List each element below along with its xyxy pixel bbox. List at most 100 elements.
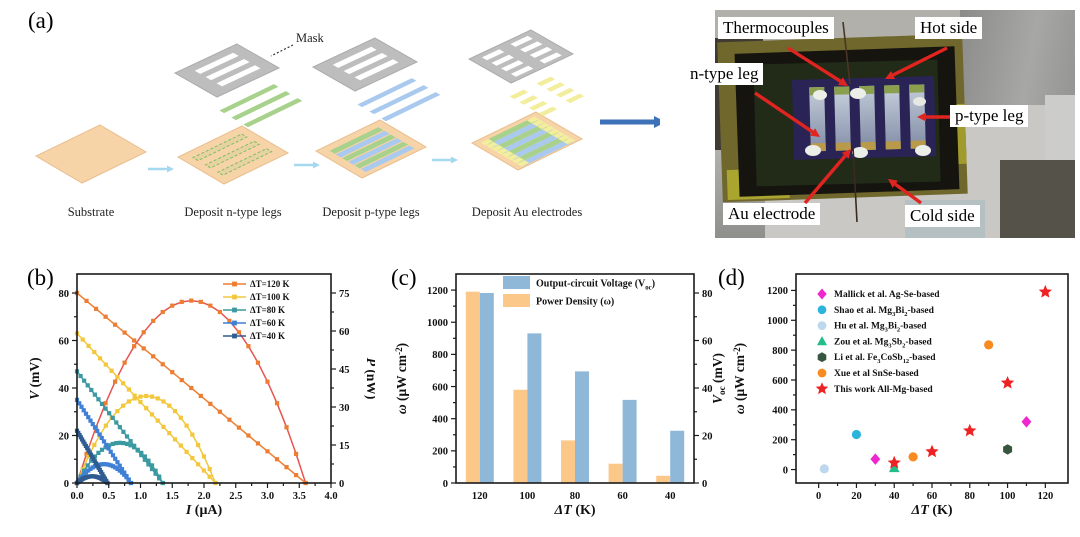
svg-text:600: 600 <box>772 376 788 387</box>
svg-text:I (μA): I (μA) <box>185 503 223 518</box>
svg-text:3.0: 3.0 <box>261 491 274 502</box>
metal-right <box>1045 95 1075 170</box>
svg-text:Power Density (ω): Power Density (ω) <box>536 297 614 308</box>
svg-text:Xue et al SnSe-based: Xue et al SnSe-based <box>834 369 919 379</box>
svg-text:40: 40 <box>702 384 713 395</box>
svg-text:ΔT=100 K: ΔT=100 K <box>250 292 290 302</box>
svg-text:800: 800 <box>772 346 788 357</box>
svg-text:0: 0 <box>64 479 69 490</box>
svg-text:120: 120 <box>1037 491 1053 502</box>
leg-pad <box>885 141 901 150</box>
svg-text:20: 20 <box>851 491 862 502</box>
svg-text:ΔT (K): ΔT (K) <box>910 503 952 518</box>
svg-text:P (nW): P (nW) <box>364 358 375 400</box>
solder-blob <box>850 88 866 99</box>
schematic-steps <box>34 29 660 185</box>
svg-text:2.5: 2.5 <box>229 491 242 502</box>
svg-text:1000: 1000 <box>767 316 788 327</box>
mask-label: Mask <box>296 31 325 45</box>
svg-text:1000: 1000 <box>427 318 448 329</box>
svg-text:100: 100 <box>520 491 536 502</box>
solder-blob <box>813 90 827 100</box>
caption-p-type-legs: Deposit p-type legs <box>322 205 420 219</box>
label-au-electrode: Au electrode <box>723 203 821 226</box>
label-cold-side: Cold side <box>905 205 980 228</box>
te-leg <box>884 85 901 150</box>
solder-blob <box>852 147 868 158</box>
svg-text:0.5: 0.5 <box>102 491 115 502</box>
voltage-power-bar-chart: 120 100 80 60 400200400600800100012000204060… <box>394 273 713 518</box>
caption-au-electrodes: Deposit Au electrodes <box>471 205 583 219</box>
te-leg <box>834 86 851 151</box>
svg-text:0: 0 <box>339 479 344 490</box>
svg-text:Output-circuit Voltage (Voc): Output-circuit Voltage (Voc) <box>536 279 655 292</box>
svg-text:ω (μW cm-2): ω (μW cm-2) <box>732 343 747 414</box>
svg-text:3.5: 3.5 <box>293 491 306 502</box>
solder-blob <box>915 145 931 156</box>
leg-tab <box>884 85 900 94</box>
svg-text:800: 800 <box>432 350 448 361</box>
fabrication-schematic: Mask <box>34 29 660 185</box>
svg-text:120: 120 <box>472 491 488 502</box>
svg-text:20: 20 <box>702 431 713 442</box>
svg-text:80: 80 <box>59 289 70 300</box>
svg-text:200: 200 <box>772 436 788 447</box>
svg-text:200: 200 <box>432 447 448 458</box>
svg-text:60: 60 <box>702 336 713 347</box>
svg-text:30: 30 <box>339 403 350 414</box>
panel-a-letter: (a) <box>28 8 54 33</box>
solder-blob <box>913 97 926 106</box>
svg-text:40: 40 <box>665 491 676 502</box>
svg-text:80: 80 <box>965 491 976 502</box>
svg-text:1.5: 1.5 <box>166 491 179 502</box>
svg-text:Voc (mV): Voc (mV) <box>710 353 727 404</box>
svg-text:Mallick et al. Ag-Se-based: Mallick et al. Ag-Se-based <box>834 290 940 300</box>
svg-text:ΔT (K): ΔT (K) <box>553 503 595 518</box>
label-hot-side: Hot side <box>915 17 983 40</box>
svg-text:1200: 1200 <box>767 286 788 297</box>
svg-text:45: 45 <box>339 365 350 376</box>
svg-text:4.0: 4.0 <box>324 491 337 502</box>
svg-text:0: 0 <box>443 479 448 490</box>
svg-text:ω (μW cm-2): ω (μW cm-2) <box>394 343 409 414</box>
svg-text:100: 100 <box>1000 491 1016 502</box>
svg-text:ΔT=60 K: ΔT=60 K <box>250 318 285 328</box>
dark-corner <box>1000 160 1075 238</box>
caption-substrate: Substrate <box>67 205 115 219</box>
svg-text:60: 60 <box>927 491 938 502</box>
series-layer <box>74 290 308 486</box>
label-n-type-leg: n-type leg <box>685 63 764 86</box>
svg-text:60: 60 <box>59 336 70 347</box>
svg-text:2.0: 2.0 <box>197 491 210 502</box>
svg-text:600: 600 <box>432 382 448 393</box>
svg-text:80: 80 <box>702 289 713 300</box>
svg-text:0: 0 <box>702 479 707 490</box>
svg-text:ΔT=80 K: ΔT=80 K <box>250 305 285 315</box>
svg-text:80: 80 <box>570 491 581 502</box>
svg-text:Zou et al. Mg3Sb2-based: Zou et al. Mg3Sb2-based <box>834 337 933 349</box>
svg-text:ΔT=120 K: ΔT=120 K <box>250 279 290 289</box>
svg-text:1200: 1200 <box>427 286 448 297</box>
leg-tab <box>834 86 850 95</box>
panel-b-letter: (b) <box>27 265 54 290</box>
svg-text:Shao et al. Mg3Bi2-based: Shao et al. Mg3Bi2-based <box>834 306 935 318</box>
svg-text:400: 400 <box>432 414 448 425</box>
leg-pad <box>835 142 851 151</box>
caption-n-type-legs: Deposit n-type legs <box>184 205 282 219</box>
svg-text:Hu et al. Mg3Bi2-based: Hu et al. Mg3Bi2-based <box>834 322 927 334</box>
svg-text:15: 15 <box>339 441 350 452</box>
svg-text:75: 75 <box>339 289 350 300</box>
svg-text:This work All-Mg-based: This work All-Mg-based <box>834 385 933 395</box>
svg-text:Li et al. Fe3CoSb12-based: Li et al. Fe3CoSb12-based <box>834 353 936 365</box>
label-p-type-leg: p-type leg <box>950 105 1029 128</box>
svg-text:40: 40 <box>889 491 900 502</box>
te-leg <box>909 84 926 149</box>
svg-text:0: 0 <box>783 465 788 476</box>
svg-text:1.0: 1.0 <box>134 491 147 502</box>
svg-text:60: 60 <box>617 491 628 502</box>
solder-blob <box>805 145 821 156</box>
svg-text:40: 40 <box>59 384 70 395</box>
svg-text:0: 0 <box>816 491 821 502</box>
